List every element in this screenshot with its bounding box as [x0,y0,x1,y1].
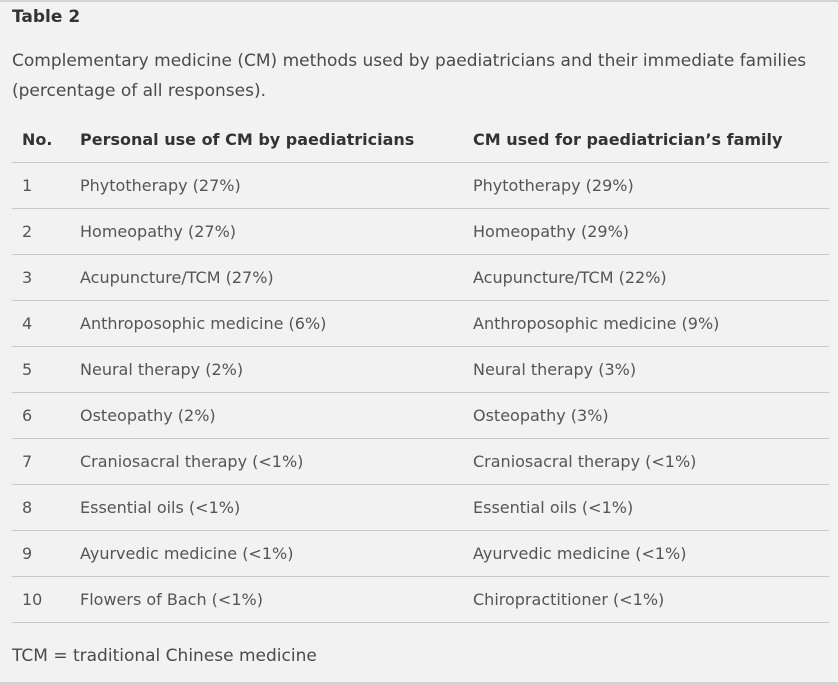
table-title: Table 2 [12,7,81,27]
table-row: 2 Homeopathy (27%) Homeopathy (29%) [12,208,829,255]
personal-use-cell: Anthroposophic medicine (6%) [80,300,473,347]
personal-use-cell: Acupuncture/TCM (27%) [80,254,473,301]
family-use-cell: Ayurvedic medicine (<1%) [473,530,829,577]
table-caption: Complementary medicine (CM) methods used… [12,51,807,101]
table-header: No. Personal use of CM by paediatricians… [12,116,829,163]
table-footnote: TCM = traditional Chinese medicine [12,646,317,666]
personal-use-cell: Craniosacral therapy (<1%) [80,438,473,485]
top-divider [0,0,838,2]
bottom-divider [0,682,838,685]
table-body: 1 Phytotherapy (27%) Phytotherapy (29%) … [12,162,829,623]
personal-use-cell: Neural therapy (2%) [80,346,473,393]
row-number: 7 [12,438,80,485]
row-number: 4 [12,300,80,347]
personal-use-cell: Essential oils (<1%) [80,484,473,531]
header-no: No. [12,116,80,163]
row-number: 5 [12,346,80,393]
row-number: 8 [12,484,80,531]
row-number: 1 [12,162,80,209]
family-use-cell: Anthroposophic medicine (9%) [473,300,829,347]
personal-use-cell: Phytotherapy (27%) [80,162,473,209]
row-number: 9 [12,530,80,577]
personal-use-cell: Homeopathy (27%) [80,208,473,255]
family-use-cell: Craniosacral therapy (<1%) [473,438,829,485]
family-use-cell: Neural therapy (3%) [473,346,829,393]
row-number: 10 [12,576,80,623]
personal-use-cell: Ayurvedic medicine (<1%) [80,530,473,577]
table-row: 9 Ayurvedic medicine (<1%) Ayurvedic med… [12,530,829,577]
table-row: 8 Essential oils (<1%) Essential oils (<… [12,484,829,531]
header-personal-use: Personal use of CM by paediatricians [80,116,473,163]
table-row: 7 Craniosacral therapy (<1%) Craniosacra… [12,438,829,485]
header-family-use: CM used for paediatrician’s family [473,116,829,163]
row-number: 3 [12,254,80,301]
table-row: 3 Acupuncture/TCM (27%) Acupuncture/TCM … [12,254,829,301]
personal-use-cell: Osteopathy (2%) [80,392,473,439]
table-row: 10 Flowers of Bach (<1%) Chiropractition… [12,576,829,623]
family-use-cell: Essential oils (<1%) [473,484,829,531]
table-row: 4 Anthroposophic medicine (6%) Anthropos… [12,300,829,347]
header-row: No. Personal use of CM by paediatricians… [12,116,829,163]
family-use-cell: Homeopathy (29%) [473,208,829,255]
cm-methods-table: No. Personal use of CM by paediatricians… [12,116,829,623]
table-row: 5 Neural therapy (2%) Neural therapy (3%… [12,346,829,393]
row-number: 2 [12,208,80,255]
table-row: 6 Osteopathy (2%) Osteopathy (3%) [12,392,829,439]
family-use-cell: Acupuncture/TCM (22%) [473,254,829,301]
personal-use-cell: Flowers of Bach (<1%) [80,576,473,623]
row-number: 6 [12,392,80,439]
family-use-cell: Phytotherapy (29%) [473,162,829,209]
family-use-cell: Osteopathy (3%) [473,392,829,439]
table-row: 1 Phytotherapy (27%) Phytotherapy (29%) [12,162,829,209]
family-use-cell: Chiropractitioner (<1%) [473,576,829,623]
